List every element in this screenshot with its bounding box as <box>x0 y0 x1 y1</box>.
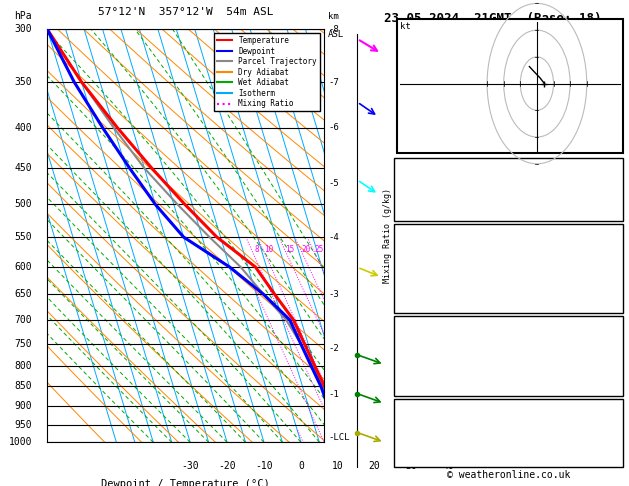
Text: 0: 0 <box>612 302 618 312</box>
Text: K: K <box>398 166 404 176</box>
Text: -8: -8 <box>328 25 339 34</box>
Text: CAPE (J): CAPE (J) <box>398 289 448 299</box>
Text: StmDir: StmDir <box>398 440 435 450</box>
Text: SREH: SREH <box>398 426 423 436</box>
Text: Surface: Surface <box>486 225 530 235</box>
Text: 13: 13 <box>606 426 618 436</box>
Text: 550: 550 <box>14 232 32 242</box>
Text: 30: 30 <box>489 75 497 81</box>
Text: 306: 306 <box>599 262 618 272</box>
Text: 0: 0 <box>298 461 304 471</box>
Text: 23: 23 <box>606 411 618 421</box>
Bar <box>394 316 623 396</box>
Text: 2.29: 2.29 <box>593 206 618 216</box>
Text: CIN (J): CIN (J) <box>398 302 442 312</box>
Text: Hodograph: Hodograph <box>480 400 537 410</box>
Text: 25: 25 <box>314 245 323 254</box>
Text: Most Unstable: Most Unstable <box>467 317 549 328</box>
Text: 750: 750 <box>14 339 32 348</box>
Text: 11: 11 <box>606 454 618 465</box>
Text: -20: -20 <box>218 461 236 471</box>
Text: 400: 400 <box>14 123 32 133</box>
Text: -2: -2 <box>328 344 339 353</box>
Legend: Temperature, Dewpoint, Parcel Trajectory, Dry Adiabat, Wet Adiabat, Isotherm, Mi: Temperature, Dewpoint, Parcel Trajectory… <box>214 33 320 111</box>
Text: -4: -4 <box>328 233 339 242</box>
Text: -6: -6 <box>328 123 339 132</box>
Text: -1: -1 <box>328 390 339 399</box>
Text: 8: 8 <box>255 245 259 254</box>
Text: 30: 30 <box>406 461 418 471</box>
Text: θₑ (K): θₑ (K) <box>398 343 435 352</box>
Text: 40: 40 <box>443 461 454 471</box>
Text: 1000: 1000 <box>8 437 32 447</box>
Text: hPa: hPa <box>14 11 32 21</box>
Text: 5: 5 <box>612 356 618 366</box>
Text: 10: 10 <box>332 461 343 471</box>
Text: 20: 20 <box>505 75 514 81</box>
Text: -LCL: -LCL <box>328 433 350 442</box>
Text: -7: -7 <box>328 78 339 87</box>
Text: Dewpoint / Temperature (°C): Dewpoint / Temperature (°C) <box>101 479 270 486</box>
Text: 500: 500 <box>14 199 32 209</box>
Bar <box>394 158 623 221</box>
Text: CIN (J): CIN (J) <box>398 384 442 394</box>
Text: θₑ(K): θₑ(K) <box>398 262 429 272</box>
Text: EH: EH <box>398 411 411 421</box>
Text: 20: 20 <box>369 461 381 471</box>
Text: PW (cm): PW (cm) <box>398 206 442 216</box>
Text: 10: 10 <box>522 75 530 81</box>
Text: -30: -30 <box>181 461 199 471</box>
Text: StmSpd (kt): StmSpd (kt) <box>398 454 467 465</box>
Text: Mixing Ratio (g/kg): Mixing Ratio (g/kg) <box>383 188 392 283</box>
Text: 900: 900 <box>14 401 32 411</box>
Text: 10: 10 <box>264 245 273 254</box>
Text: -10: -10 <box>255 461 273 471</box>
Text: 750: 750 <box>599 329 618 339</box>
Text: 0: 0 <box>612 370 618 380</box>
Text: 57°12'N  357°12'W  54m ASL: 57°12'N 357°12'W 54m ASL <box>97 7 274 17</box>
Text: Pressure (mb): Pressure (mb) <box>398 329 479 339</box>
Text: 26: 26 <box>606 166 618 176</box>
Text: Temp (°C): Temp (°C) <box>398 236 454 246</box>
Text: 45: 45 <box>606 186 618 196</box>
Text: 600: 600 <box>14 262 32 272</box>
Text: km: km <box>328 12 339 21</box>
Text: 950: 950 <box>14 419 32 430</box>
Text: 20: 20 <box>301 245 311 254</box>
Text: 0: 0 <box>612 289 618 299</box>
Text: 307: 307 <box>599 343 618 352</box>
Text: 11.1: 11.1 <box>593 236 618 246</box>
Text: 23.05.2024  21GMT  (Base: 18): 23.05.2024 21GMT (Base: 18) <box>384 12 602 25</box>
Bar <box>396 19 623 153</box>
Text: 850: 850 <box>14 382 32 392</box>
Text: 700: 700 <box>14 315 32 325</box>
Text: kt: kt <box>399 22 410 31</box>
Text: 15: 15 <box>286 245 295 254</box>
Text: Lifted Index: Lifted Index <box>398 276 473 285</box>
Text: -3: -3 <box>328 290 339 299</box>
Text: Totals Totals: Totals Totals <box>398 186 479 196</box>
Bar <box>394 399 623 467</box>
Text: 7: 7 <box>612 276 618 285</box>
Text: 450: 450 <box>14 163 32 174</box>
Text: 800: 800 <box>14 361 32 371</box>
Text: -5: -5 <box>328 179 339 188</box>
Text: CAPE (J): CAPE (J) <box>398 370 448 380</box>
Text: © weatheronline.co.uk: © weatheronline.co.uk <box>447 470 570 480</box>
Text: ASL: ASL <box>328 31 344 39</box>
Text: Lifted Index: Lifted Index <box>398 356 473 366</box>
Text: 10.4: 10.4 <box>593 249 618 259</box>
Text: 300: 300 <box>14 24 32 34</box>
Text: 650: 650 <box>14 290 32 299</box>
Text: 350: 350 <box>14 77 32 87</box>
Text: Dewp (°C): Dewp (°C) <box>398 249 454 259</box>
Text: 0: 0 <box>612 384 618 394</box>
Text: 140°: 140° <box>593 440 618 450</box>
Bar <box>394 224 623 313</box>
